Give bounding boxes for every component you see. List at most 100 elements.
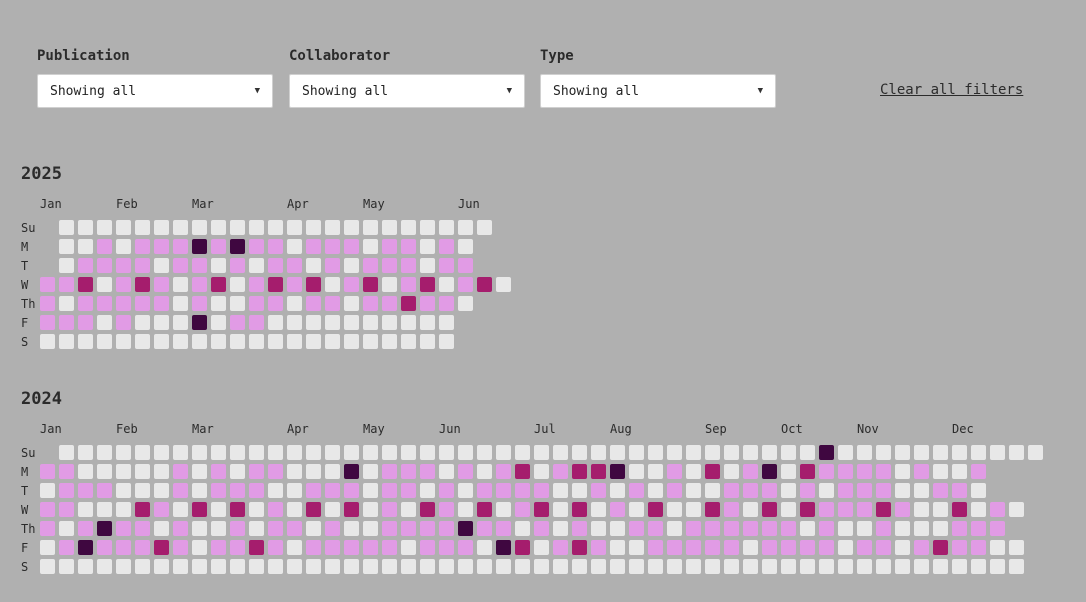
day-cell[interactable]: [192, 296, 207, 311]
day-cell[interactable]: [990, 540, 1005, 555]
day-cell[interactable]: [439, 445, 454, 460]
day-cell[interactable]: [705, 521, 720, 536]
day-cell[interactable]: [857, 559, 872, 574]
day-cell[interactable]: [572, 483, 587, 498]
day-cell[interactable]: [382, 464, 397, 479]
day-cell[interactable]: [705, 502, 720, 517]
day-cell[interactable]: [553, 540, 568, 555]
day-cell[interactable]: [420, 296, 435, 311]
day-cell[interactable]: [325, 296, 340, 311]
day-cell[interactable]: [743, 502, 758, 517]
day-cell[interactable]: [648, 483, 663, 498]
day-cell[interactable]: [971, 521, 986, 536]
day-cell[interactable]: [192, 521, 207, 536]
day-cell[interactable]: [477, 220, 492, 235]
day-cell[interactable]: [154, 296, 169, 311]
day-cell[interactable]: [895, 540, 910, 555]
day-cell[interactable]: [325, 220, 340, 235]
day-cell[interactable]: [724, 483, 739, 498]
day-cell[interactable]: [344, 334, 359, 349]
day-cell[interactable]: [363, 315, 378, 330]
day-cell[interactable]: [401, 277, 416, 292]
day-cell[interactable]: [914, 483, 929, 498]
day-cell[interactable]: [496, 502, 511, 517]
day-cell[interactable]: [287, 464, 302, 479]
day-cell[interactable]: [344, 464, 359, 479]
day-cell[interactable]: [116, 483, 131, 498]
day-cell[interactable]: [116, 464, 131, 479]
day-cell[interactable]: [553, 445, 568, 460]
day-cell[interactable]: [344, 483, 359, 498]
day-cell[interactable]: [230, 334, 245, 349]
day-cell[interactable]: [838, 445, 853, 460]
day-cell[interactable]: [553, 464, 568, 479]
day-cell[interactable]: [173, 315, 188, 330]
day-cell[interactable]: [154, 258, 169, 273]
day-cell[interactable]: [211, 445, 226, 460]
day-cell[interactable]: [401, 258, 416, 273]
day-cell[interactable]: [458, 559, 473, 574]
day-cell[interactable]: [1028, 445, 1043, 460]
day-cell[interactable]: [40, 277, 55, 292]
day-cell[interactable]: [382, 483, 397, 498]
day-cell[interactable]: [249, 540, 264, 555]
day-cell[interactable]: [781, 559, 796, 574]
day-cell[interactable]: [382, 334, 397, 349]
day-cell[interactable]: [325, 559, 340, 574]
day-cell[interactable]: [325, 464, 340, 479]
day-cell[interactable]: [1009, 540, 1024, 555]
day-cell[interactable]: [211, 239, 226, 254]
day-cell[interactable]: [40, 296, 55, 311]
day-cell[interactable]: [154, 315, 169, 330]
day-cell[interactable]: [1009, 559, 1024, 574]
day-cell[interactable]: [724, 445, 739, 460]
day-cell[interactable]: [78, 296, 93, 311]
day-cell[interactable]: [382, 521, 397, 536]
day-cell[interactable]: [401, 502, 416, 517]
day-cell[interactable]: [534, 521, 549, 536]
day-cell[interactable]: [572, 445, 587, 460]
day-cell[interactable]: [667, 483, 682, 498]
day-cell[interactable]: [135, 277, 150, 292]
day-cell[interactable]: [287, 258, 302, 273]
day-cell[interactable]: [401, 559, 416, 574]
collaborator-select[interactable]: Showing all ▼: [289, 74, 525, 108]
day-cell[interactable]: [59, 559, 74, 574]
day-cell[interactable]: [420, 220, 435, 235]
day-cell[interactable]: [249, 334, 264, 349]
day-cell[interactable]: [116, 334, 131, 349]
day-cell[interactable]: [629, 445, 644, 460]
day-cell[interactable]: [724, 502, 739, 517]
day-cell[interactable]: [458, 483, 473, 498]
day-cell[interactable]: [458, 277, 473, 292]
day-cell[interactable]: [857, 521, 872, 536]
day-cell[interactable]: [344, 315, 359, 330]
day-cell[interactable]: [287, 220, 302, 235]
day-cell[interactable]: [306, 315, 321, 330]
day-cell[interactable]: [515, 502, 530, 517]
day-cell[interactable]: [401, 315, 416, 330]
day-cell[interactable]: [230, 445, 245, 460]
day-cell[interactable]: [97, 540, 112, 555]
day-cell[interactable]: [990, 502, 1005, 517]
day-cell[interactable]: [325, 483, 340, 498]
day-cell[interactable]: [819, 502, 834, 517]
day-cell[interactable]: [496, 540, 511, 555]
day-cell[interactable]: [344, 277, 359, 292]
day-cell[interactable]: [287, 540, 302, 555]
day-cell[interactable]: [819, 521, 834, 536]
day-cell[interactable]: [230, 483, 245, 498]
day-cell[interactable]: [876, 502, 891, 517]
day-cell[interactable]: [553, 521, 568, 536]
day-cell[interactable]: [249, 445, 264, 460]
day-cell[interactable]: [78, 559, 93, 574]
day-cell[interactable]: [667, 521, 682, 536]
day-cell[interactable]: [629, 464, 644, 479]
day-cell[interactable]: [287, 502, 302, 517]
day-cell[interactable]: [724, 540, 739, 555]
day-cell[interactable]: [401, 445, 416, 460]
day-cell[interactable]: [705, 559, 720, 574]
day-cell[interactable]: [420, 540, 435, 555]
day-cell[interactable]: [857, 540, 872, 555]
day-cell[interactable]: [971, 540, 986, 555]
